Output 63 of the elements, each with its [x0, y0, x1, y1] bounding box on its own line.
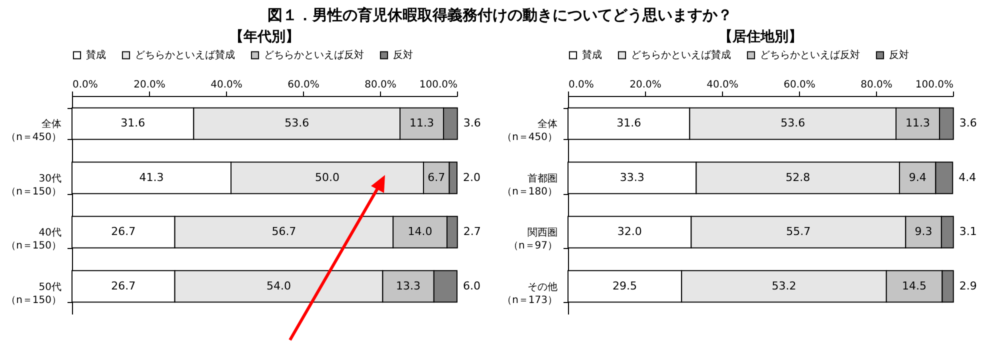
legend-label: どちらかといえば賛成	[135, 49, 235, 62]
x-tick-label: 20.0%	[134, 80, 166, 90]
legend-label: 賛成	[86, 49, 106, 62]
data-label: 53.2	[772, 279, 796, 292]
data-label: 14.5	[902, 279, 927, 292]
data-label: 2.9	[959, 279, 977, 292]
text: 図１．男性の育児休暇取得義務付けの動きについてどう思いますか？	[266, 5, 734, 26]
x-tick-label: 40.0%	[706, 80, 738, 90]
data-label: 11.3	[410, 116, 434, 130]
data-label: 14.0	[408, 225, 432, 238]
legend-label: どちらかといえば賛成	[631, 49, 731, 62]
data-label: 9.3	[914, 225, 932, 238]
data-label: 53.6	[780, 116, 806, 130]
data-label: 50.0	[315, 170, 340, 184]
x-tick-label: 80.0%	[860, 80, 892, 90]
data-label: 3.6	[463, 116, 481, 130]
legend-label: どちらかといえば反対	[264, 49, 364, 62]
data-label: 13.3	[396, 279, 421, 292]
y-tick-label: 40代（n＝150）	[6, 228, 62, 252]
y-tick-label: 50代（n＝150）	[6, 282, 62, 306]
chart-title: 【居住地別】	[718, 29, 802, 45]
data-label: 31.6	[616, 116, 642, 130]
data-label: 54.0	[266, 279, 291, 292]
data-label: 26.7	[111, 225, 136, 238]
data-label: 41.3	[139, 170, 164, 184]
data-label: 31.6	[120, 116, 146, 130]
legend-label: 賛成	[582, 49, 602, 62]
data-label: 53.6	[284, 116, 310, 130]
x-tick-label: 0.0%	[568, 80, 594, 90]
x-tick-label: 100.0%	[915, 80, 954, 90]
data-label: 6.7	[428, 170, 446, 184]
y-tick-label: 関西圏（n＝97）	[508, 228, 558, 252]
y-tick-label: 首都圏（n＝180）	[502, 172, 558, 198]
x-tick-label: 20.0%	[630, 80, 662, 90]
data-label: 3.1	[959, 225, 977, 238]
legend-label: 反対	[393, 49, 413, 62]
chart-subtitle: 【年代別】	[230, 29, 300, 45]
x-tick-label: 0.0%	[72, 80, 98, 90]
x-tick-label: 100.0%	[419, 80, 458, 90]
y-tick-label: 30代（n＝150）	[6, 173, 62, 198]
data-label: 11.3	[906, 116, 930, 130]
data-label: 33.3	[620, 170, 644, 184]
x-tick-label: 80.0%	[364, 80, 396, 90]
x-tick-label: 40.0%	[210, 80, 242, 90]
y-tick-label: 全体（n＝450）	[6, 118, 62, 144]
data-label: 2.7	[463, 225, 481, 238]
y-tick-label: 全体（n＝450）	[502, 118, 558, 144]
data-label: 32.0	[617, 225, 642, 238]
data-label: 26.7	[111, 279, 136, 292]
data-label: 4.4	[958, 170, 976, 184]
x-tick-label: 60.0%	[288, 80, 320, 90]
x-tick-label: 60.0%	[784, 80, 816, 90]
data-label: 29.5	[612, 279, 638, 292]
data-label: 2.0	[463, 170, 480, 184]
data-label: 9.4	[908, 170, 926, 184]
data-label: 55.7	[786, 225, 811, 238]
data-label: 52.8	[786, 170, 810, 184]
data-label: 3.6	[959, 116, 977, 130]
legend-label: どちらかといえば反対	[760, 49, 860, 62]
data-label: 56.7	[272, 225, 296, 238]
legend-label: 反対	[889, 49, 909, 62]
y-tick-label: その他（n＝173）	[502, 280, 558, 306]
data-label: 6.0	[463, 279, 480, 292]
